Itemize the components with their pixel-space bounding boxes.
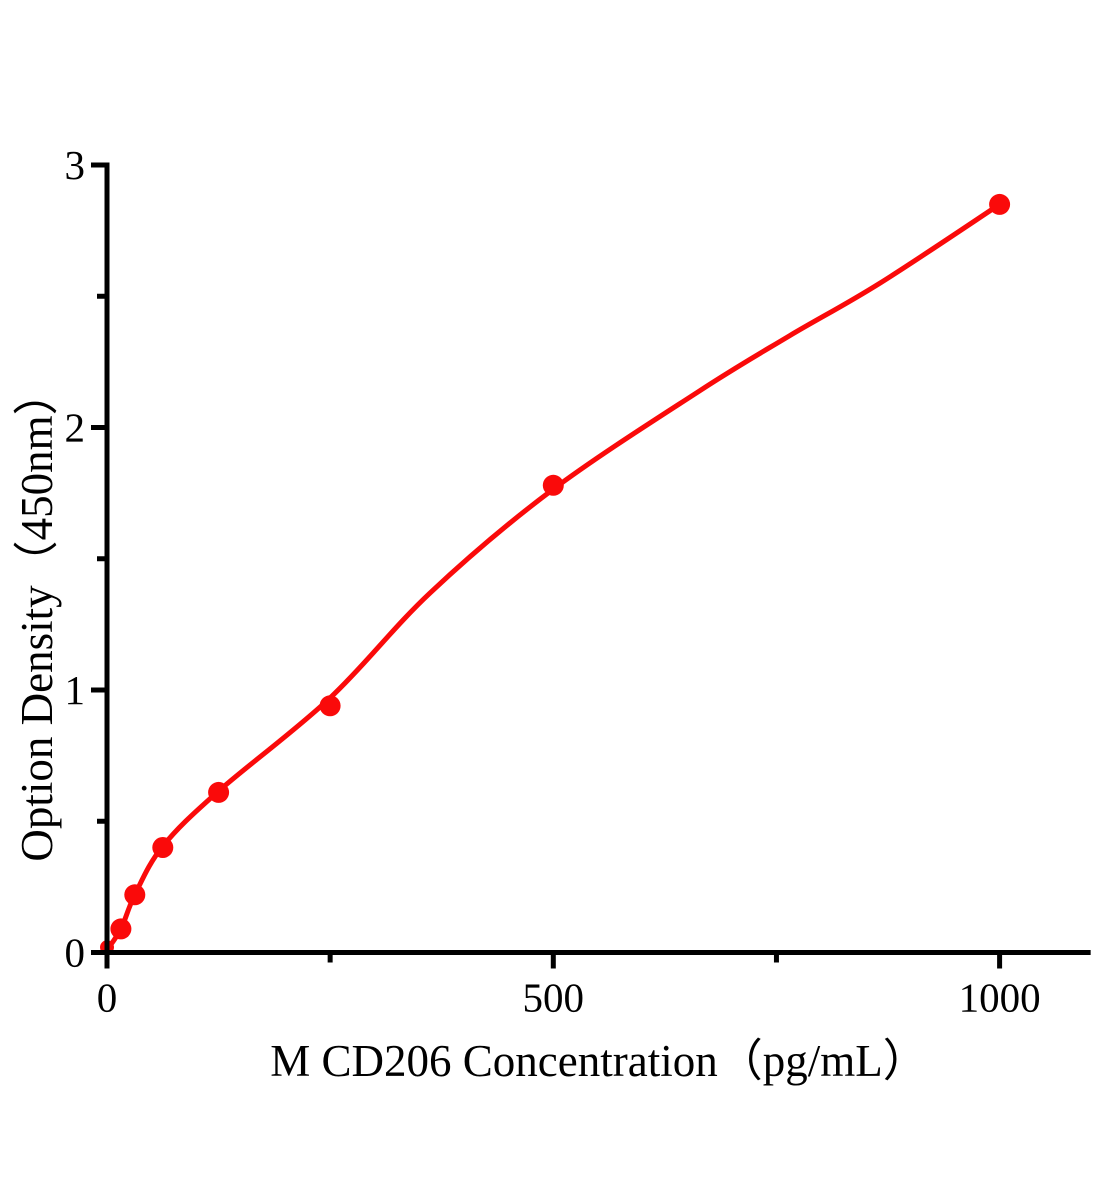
x-tick-label: 1000 xyxy=(959,975,1041,1021)
x-tick-label: 0 xyxy=(97,975,118,1021)
data-point xyxy=(319,695,341,717)
data-point xyxy=(208,781,230,803)
data-point xyxy=(542,474,564,496)
tick-labels: 0 1 2 3 0 500 1000 xyxy=(65,142,1041,1021)
data-point xyxy=(124,884,146,906)
y-axis-title: Option Density（450nm） xyxy=(12,370,62,861)
data-series-layer xyxy=(100,193,1011,955)
data-point xyxy=(110,918,132,940)
y-tick-label: 2 xyxy=(65,405,86,451)
data-point xyxy=(989,193,1011,215)
data-point xyxy=(152,837,174,858)
plot-axes xyxy=(91,162,1091,969)
y-tick-label: 1 xyxy=(65,667,86,713)
x-axis-title: M CD206 Concentration（pg/mL） xyxy=(270,1036,927,1086)
y-tick-label: 0 xyxy=(65,930,86,976)
y-tick-label: 3 xyxy=(65,142,86,188)
fit-curve xyxy=(104,201,1003,953)
x-tick-label: 500 xyxy=(523,975,585,1021)
